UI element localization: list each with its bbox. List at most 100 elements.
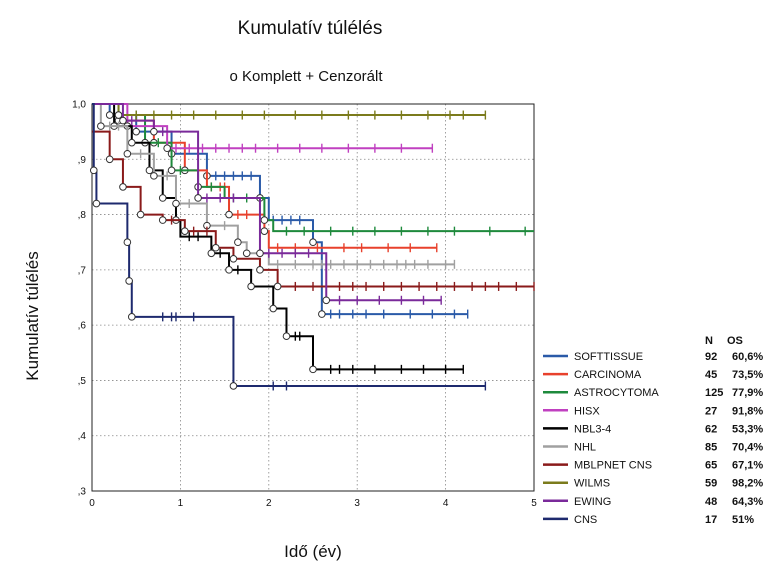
survival-line bbox=[92, 103, 455, 266]
event-point bbox=[260, 227, 269, 235]
y-axis-label: Kumulatív túlélés bbox=[23, 251, 42, 380]
legend-n-value: 59 bbox=[705, 478, 717, 490]
legend-label: MBLPNET CNS bbox=[574, 460, 652, 472]
axis-ticks: 0 1 2 3 4 5 ,3 ,4 ,5 ,6 ,7 ,8 ,9 1,0 bbox=[72, 100, 537, 510]
chart-subtitle: o Komplett + Cenzorált bbox=[230, 68, 384, 85]
event-point bbox=[127, 313, 136, 321]
event-point bbox=[123, 149, 132, 158]
legend-os-value: 51% bbox=[732, 514, 754, 526]
y-tick-label: ,9 bbox=[78, 155, 87, 166]
event-point bbox=[89, 166, 98, 175]
event-point bbox=[273, 282, 282, 291]
survival-line bbox=[92, 103, 486, 387]
event-point bbox=[229, 382, 238, 390]
event-point bbox=[322, 296, 331, 305]
legend-label: NBL3-4 bbox=[574, 423, 611, 435]
event-point bbox=[145, 166, 154, 175]
event-point bbox=[260, 216, 269, 224]
event-point bbox=[105, 111, 114, 119]
plot-frame bbox=[91, 103, 535, 492]
event-point bbox=[172, 199, 180, 208]
x-tick-label: 0 bbox=[89, 498, 95, 509]
series-wilms bbox=[92, 103, 487, 120]
series-ewing bbox=[92, 103, 442, 305]
survival-line bbox=[92, 103, 534, 233]
legend-n-value: 27 bbox=[705, 405, 717, 417]
event-point bbox=[150, 127, 158, 136]
y-tick-label: ,5 bbox=[78, 376, 87, 387]
legend-n-value: 17 bbox=[705, 514, 717, 526]
legend: N OS SOFTTISSUE 92 60,6% CARCINOMA 45 73,5% ASTR… bbox=[543, 335, 763, 526]
series-mblpnet-cns bbox=[92, 130, 535, 291]
event-point bbox=[92, 199, 101, 208]
event-point bbox=[256, 266, 264, 274]
legend-label: CNS bbox=[574, 514, 597, 526]
legend-n-value: 45 bbox=[705, 369, 717, 381]
event-point bbox=[207, 249, 216, 258]
legend-os-value: 73,5% bbox=[732, 369, 763, 381]
survival-line bbox=[92, 103, 468, 316]
event-point bbox=[167, 166, 176, 175]
legend-os-value: 67,1% bbox=[732, 460, 763, 472]
y-tick-label: ,6 bbox=[78, 321, 87, 332]
y-tick-label: ,7 bbox=[78, 265, 87, 276]
event-point bbox=[119, 116, 127, 125]
event-point bbox=[158, 216, 167, 224]
event-point bbox=[114, 111, 123, 119]
legend-label: NHL bbox=[574, 442, 596, 454]
series-nhl bbox=[92, 103, 456, 269]
event-point bbox=[97, 122, 105, 130]
x-tick-label: 5 bbox=[531, 498, 537, 509]
event-point bbox=[105, 155, 114, 164]
x-axis-label: Idő (év) bbox=[284, 542, 342, 561]
event-point bbox=[211, 243, 220, 252]
event-point bbox=[282, 332, 291, 341]
event-point bbox=[136, 210, 145, 219]
legend-os-value: 60,6% bbox=[732, 351, 763, 363]
event-point bbox=[181, 227, 189, 235]
event-point bbox=[309, 238, 317, 247]
grid bbox=[92, 104, 534, 491]
event-point bbox=[256, 249, 264, 258]
event-point bbox=[123, 238, 132, 247]
legend-label: CARCINOMA bbox=[574, 369, 642, 381]
event-point bbox=[132, 127, 140, 136]
legend-header-os: OS bbox=[727, 335, 743, 347]
legend-os-value: 64,3% bbox=[732, 496, 763, 508]
legend-n-value: 85 bbox=[705, 442, 717, 454]
legend-label: SOFTTISSUE bbox=[574, 351, 643, 363]
event-point bbox=[242, 249, 251, 258]
x-tick-label: 1 bbox=[178, 498, 184, 509]
y-tick-label: ,8 bbox=[78, 210, 87, 221]
event-point bbox=[125, 277, 133, 285]
legend-n-value: 62 bbox=[705, 423, 717, 435]
legend-n-value: 92 bbox=[705, 351, 717, 363]
chart-title: Kumulatív túlélés bbox=[238, 18, 383, 39]
legend-n-value: 48 bbox=[705, 496, 717, 508]
x-tick-label: 4 bbox=[443, 498, 449, 509]
legend-os-value: 53,3% bbox=[732, 423, 763, 435]
event-point bbox=[229, 254, 238, 263]
event-point bbox=[119, 183, 127, 191]
event-point bbox=[269, 304, 278, 313]
legend-os-value: 70,4% bbox=[732, 442, 763, 454]
event-point bbox=[163, 144, 171, 153]
legend-label: WILMS bbox=[574, 478, 610, 490]
legend-label: ASTROCYTOMA bbox=[574, 387, 659, 399]
legend-os-value: 91,8% bbox=[732, 405, 763, 417]
event-point bbox=[225, 266, 233, 274]
event-point bbox=[247, 282, 255, 291]
series-layer bbox=[89, 103, 535, 391]
legend-n-value: 65 bbox=[705, 460, 717, 472]
series-cns bbox=[89, 103, 487, 391]
survival-line bbox=[92, 103, 486, 117]
legend-label: EWING bbox=[574, 496, 611, 508]
event-point bbox=[234, 238, 242, 247]
legend-n-value: 125 bbox=[705, 387, 723, 399]
event-point bbox=[225, 210, 233, 219]
legend-header-n: N bbox=[705, 335, 713, 347]
legend-os-value: 77,9% bbox=[732, 387, 763, 399]
event-point bbox=[318, 310, 326, 318]
event-point bbox=[158, 194, 167, 202]
